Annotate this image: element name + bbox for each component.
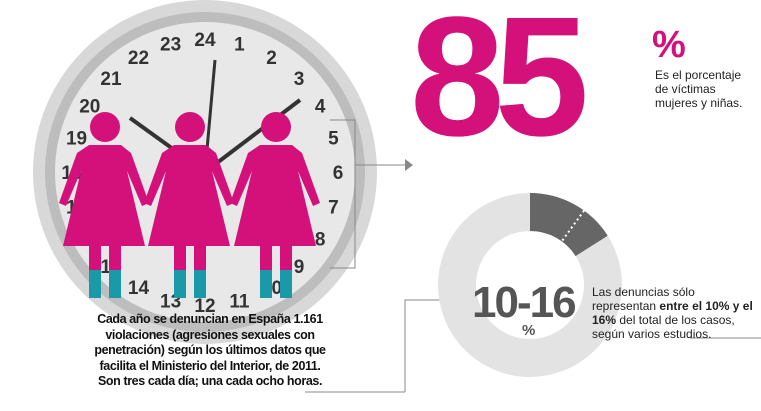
clock-number: 1: [234, 35, 245, 56]
clock-number: 2: [266, 48, 277, 69]
clock-caption: Cada año se denuncian en España 1.161 vi…: [94, 312, 326, 388]
stat-85-text: Es el porcentaje de víctimas mujeres y n…: [655, 68, 743, 110]
women-figures: [59, 112, 320, 298]
stat-85-value: 85: [410, 0, 589, 172]
clock-number: 14: [128, 278, 150, 299]
clock-number: 19: [66, 129, 87, 150]
stat-85-unit: %: [652, 24, 686, 66]
clock-number: 11: [229, 291, 250, 312]
woman-figure: [144, 112, 234, 298]
clock-number: 5: [328, 129, 339, 150]
clock-number: 24: [194, 30, 216, 51]
clock-number: 8: [315, 230, 326, 251]
stat-1016-value: 10-16: [472, 278, 577, 327]
clock-number: 20: [79, 97, 100, 118]
clock-number: 23: [160, 35, 181, 56]
stat-1016-text: Las denuncias sólo representan entre el …: [592, 285, 753, 341]
clock-number: 6: [333, 163, 344, 184]
clock-number: 12: [194, 296, 215, 317]
woman-figure: [59, 112, 149, 298]
clock-number: 9: [294, 257, 305, 278]
clock-number: 3: [294, 69, 305, 90]
stat-1016-unit: %: [522, 322, 536, 339]
woman-figure: [230, 112, 320, 298]
clock-number: 21: [100, 69, 122, 90]
donut-chart: [438, 193, 622, 377]
clock-number: 4: [315, 97, 326, 118]
clock-number: 7: [328, 197, 339, 218]
clock-number: 22: [128, 48, 149, 69]
